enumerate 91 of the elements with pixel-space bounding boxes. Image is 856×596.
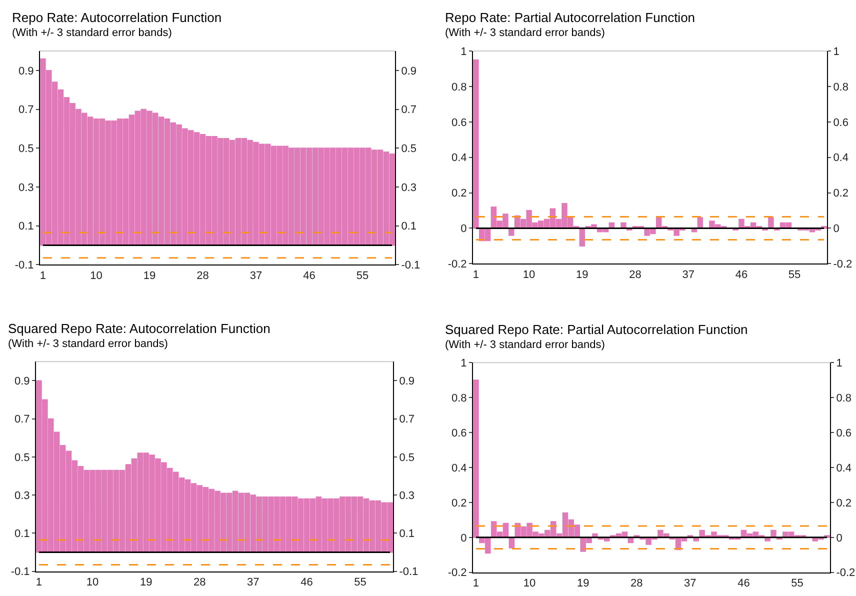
y-tick-label: 0.2 [452, 497, 467, 510]
chart-title: Repo Rate: Autocorrelation Function [12, 10, 222, 25]
y2-tick-label: 0.7 [399, 414, 414, 426]
x-tick-label: 28 [196, 270, 209, 282]
y2-tick-label: 0.6 [836, 427, 852, 440]
bar [473, 380, 479, 538]
chart-subtitle: (With +/- 3 standard error bands) [445, 27, 605, 39]
x-tick-label: 10 [86, 576, 99, 589]
y-tick-label: 0.1 [18, 220, 34, 233]
y2-tick-label: 0.3 [399, 490, 414, 502]
y-tick-label: 0.9 [18, 65, 34, 78]
y-tick-label: 0.7 [14, 414, 30, 426]
x-tick-label: 1 [40, 270, 46, 282]
bar [473, 59, 479, 229]
x-tick-label: 55 [788, 268, 801, 281]
y-tick-label: 0 [460, 223, 467, 236]
y2-tick-label: 0.9 [399, 376, 414, 388]
x-tick-label: 37 [684, 578, 696, 590]
y2-tick-label: -0.1 [401, 260, 420, 272]
y-tick-label: 0.6 [452, 116, 467, 129]
y-tick-label: 0.4 [452, 152, 467, 164]
y-tick-label: 1 [460, 358, 467, 370]
y-tick-label: -0.2 [448, 258, 467, 271]
y2-tick-label: 0.9 [401, 65, 416, 78]
y2-tick-label: 0.4 [833, 152, 848, 164]
y2-tick-label: 0.2 [833, 188, 848, 200]
x-tick-label: 10 [523, 578, 536, 590]
y-tick-label: 0.6 [452, 427, 467, 440]
x-tick-label: 28 [194, 576, 206, 589]
x-tick-label: 46 [738, 578, 750, 590]
x-tick-label: 28 [630, 578, 643, 590]
x-tick-label: 55 [791, 578, 804, 590]
y2-tick-label: 0.5 [399, 452, 414, 464]
y-tick-label: 0.5 [18, 143, 34, 156]
y2-tick-label: 0.6 [833, 116, 848, 129]
x-tick-label: 1 [36, 576, 42, 589]
y-tick-label: 0 [460, 532, 467, 544]
chart-title: Repo Rate: Partial Autocorrelation Function [445, 10, 696, 25]
y2-tick-label: 0.5 [401, 143, 416, 156]
y-tick-label: 0.3 [18, 182, 34, 194]
x-tick-label: 19 [143, 270, 156, 282]
x-tick-label: 28 [629, 268, 642, 281]
y-tick-label: 0.9 [14, 376, 30, 388]
x-tick-label: 55 [356, 270, 369, 282]
y-tick-label: -0.1 [10, 566, 30, 578]
chart-title: Squared Repo Rate: Partial Autocorrelation Function [445, 322, 748, 337]
x-tick-label: 55 [354, 576, 366, 589]
x-tick-label: 37 [247, 576, 260, 589]
y-tick-label: 0.8 [452, 392, 467, 404]
y2-tick-label: -0.1 [399, 566, 418, 578]
chart-subtitle: (With +/- 3 standard error bands) [8, 338, 168, 350]
y-tick-label: 0.3 [14, 490, 30, 502]
y2-tick-label: 0.1 [399, 528, 414, 540]
y2-tick-label: 1 [836, 358, 842, 370]
y2-tick-label: 1 [833, 46, 840, 58]
y2-tick-label: -0.2 [836, 567, 856, 580]
x-tick-label: 10 [90, 270, 102, 282]
y2-tick-label: 0.8 [836, 392, 852, 404]
y2-tick-label: 0.8 [833, 81, 848, 94]
x-tick-label: 37 [682, 268, 694, 281]
x-tick-label: 19 [576, 578, 590, 590]
y2-tick-label: -0.2 [833, 258, 852, 271]
y-tick-label: 1 [460, 46, 467, 58]
x-tick-label: 46 [735, 268, 748, 281]
y-tick-label: 0.1 [14, 528, 30, 540]
y2-tick-label: 0.7 [401, 104, 416, 116]
chart-subtitle: (With +/- 3 standard error bands) [12, 27, 172, 39]
chart-subtitle: (With +/- 3 standard error bands) [445, 339, 605, 351]
x-tick-label: 46 [300, 576, 313, 589]
x-tick-label: 1 [472, 578, 480, 590]
y-tick-label: 0.7 [18, 104, 34, 116]
chart-title: Squared Repo Rate: Autocorrelation Function [8, 321, 270, 336]
y-tick-label: -0.2 [448, 567, 467, 580]
y-tick-label: 0.2 [452, 188, 467, 200]
x-tick-label: 37 [250, 270, 262, 282]
x-tick-label: 46 [303, 270, 316, 282]
y2-tick-label: 0.2 [836, 497, 852, 510]
x-tick-label: 1 [472, 268, 480, 281]
y2-tick-label: 0 [833, 223, 840, 236]
y2-tick-label: 0.1 [401, 220, 416, 233]
y2-tick-label: 0 [836, 532, 842, 544]
y-tick-label: 0.5 [14, 452, 30, 464]
x-tick-label: 19 [576, 268, 588, 281]
x-tick-label: 19 [140, 576, 152, 589]
y2-tick-label: 0.4 [836, 462, 852, 474]
y-tick-label: 0.4 [452, 462, 467, 474]
y-tick-label: 0.8 [452, 81, 467, 94]
y-tick-label: -0.1 [14, 260, 34, 272]
x-tick-label: 10 [522, 268, 536, 281]
y2-tick-label: 0.3 [401, 182, 416, 194]
bar [768, 217, 774, 229]
